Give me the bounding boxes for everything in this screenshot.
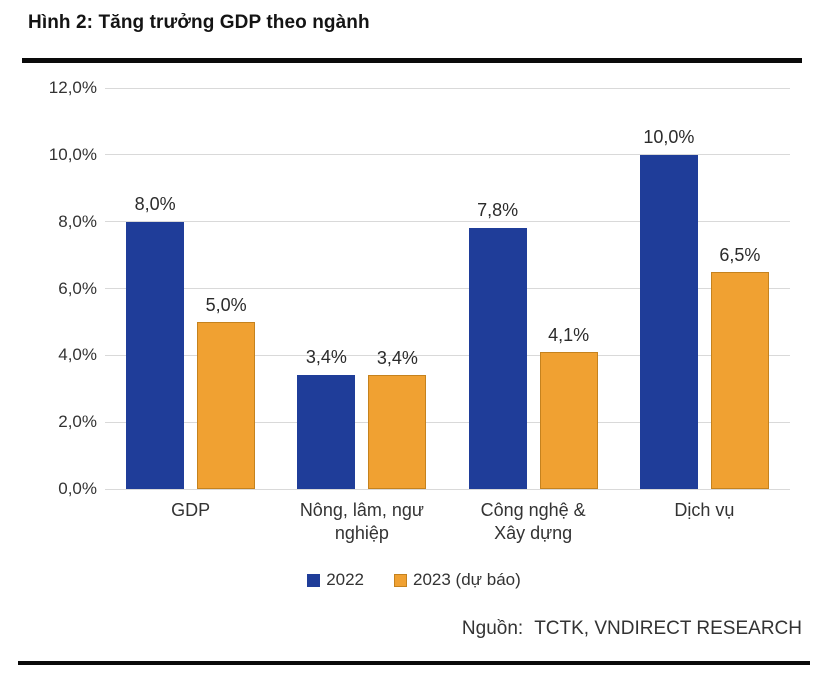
y-tick-label: 10,0% — [48, 144, 97, 164]
source-text: TCTK, VNDIRECT RESEARCH — [534, 618, 802, 639]
legend-label: 2023 (dự báo) — [413, 570, 521, 589]
gridline-6 — [105, 288, 790, 289]
bar-value-label: 7,8% — [477, 200, 519, 221]
x-tick-label-0: GDP — [171, 500, 211, 520]
bar-value-label: 6,5% — [719, 244, 761, 265]
legend-item-2022: 2022 — [307, 570, 364, 590]
bar-value-label: 3,4% — [305, 347, 347, 368]
legend-swatch-icon — [394, 573, 408, 587]
x-tick-label-3: Dịch vụ — [674, 500, 735, 520]
legend-swatch-icon — [307, 573, 321, 587]
bar-2022-cat2: 7,8% — [468, 200, 527, 489]
bar-group-1: 3,4% 3,4% — [276, 88, 447, 489]
bar-group-0: 8,0% 5,0% — [105, 88, 276, 489]
gridline-4 — [105, 354, 790, 356]
y-tick-label: 4,0% — [58, 345, 97, 365]
x-tick-label-2: Công nghệ & Xây dựng — [480, 500, 586, 543]
chart-legend: 2022 2023 (dự báo) — [0, 570, 828, 590]
gridline-0 — [105, 488, 790, 490]
legend-label: 2022 — [326, 570, 365, 589]
y-tick-label: 8,0% — [58, 211, 97, 231]
title-divider — [22, 58, 802, 63]
y-tick-label: 2,0% — [58, 412, 97, 432]
y-tick-label: 12,0% — [48, 78, 97, 97]
source-label: Nguồn: — [461, 618, 524, 639]
x-tick-label-1: Nông, lâm, ngư nghiệp — [299, 500, 424, 543]
bar-value-label: 8,0% — [134, 193, 176, 214]
y-tick-label: 6,0% — [58, 278, 97, 298]
bar-2023-cat0: 5,0% — [197, 295, 256, 489]
gridline-10 — [105, 154, 790, 156]
source-note: Nguồn: TCTK, VNDIRECT RESEARCH — [462, 618, 802, 640]
figure-title: Hình 2: Tăng trưởng GDP theo ngành — [28, 12, 370, 33]
legend-item-2023: 2023 (dự báo) — [394, 570, 521, 590]
y-axis: 0,0% 2,0% 4,0% 6,0% 8,0% 10,0% 12,0% — [20, 78, 97, 498]
bar-value-label: 3,4% — [376, 348, 418, 369]
bar-2022-cat3: 10,0% — [639, 127, 698, 489]
y-tick-label: 0,0% — [58, 479, 97, 498]
bar-value-label: 4,1% — [548, 325, 590, 345]
bar-2022-cat1: 3,4% — [297, 347, 356, 489]
bar-2023-cat1: 3,4% — [368, 348, 427, 489]
bottom-divider — [18, 661, 810, 665]
bar-2023-cat3: 6,5% — [710, 245, 769, 489]
bar-group-2: 7,8% 4,1% — [448, 88, 619, 489]
bar-value-label: 10,0% — [643, 126, 695, 147]
x-axis: GDP Nông, lâm, ngư nghiệp Công nghệ & Xây … — [105, 499, 790, 545]
gridline-12 — [105, 87, 790, 89]
gridline-2 — [105, 421, 790, 423]
gridline-8 — [105, 221, 790, 223]
gdp-growth-chart-plot: 8,0% 5,0% 3,4% 3,4% 7,8% 4,1% 10,0% 6,5% — [105, 87, 790, 490]
bar-2022-cat0: 8,0% — [126, 194, 185, 489]
bar-value-label: 5,0% — [205, 294, 247, 315]
bar-group-3: 10,0% 6,5% — [619, 88, 790, 489]
bar-2023-cat2: 4,1% — [539, 325, 598, 489]
